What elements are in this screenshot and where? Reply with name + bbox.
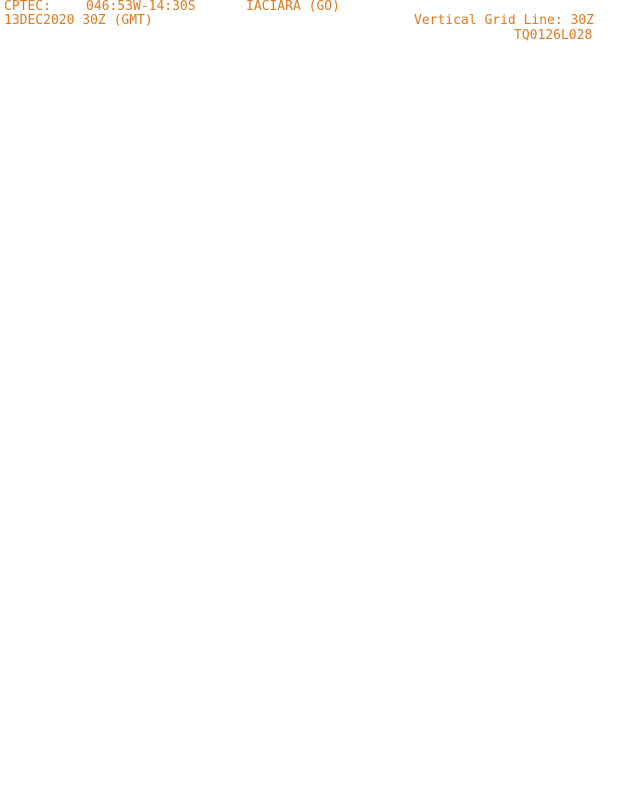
date-label: 13DEC2020 30Z (GMT): [4, 13, 153, 28]
location-label: IACIARA (GO): [246, 0, 340, 14]
model-label: TQ0126L028: [514, 28, 593, 43]
grid-note-label: Vertical Grid Line: 30Z: [414, 13, 595, 28]
coords-label: 046:53W-14:30S: [86, 0, 196, 14]
source-label: CPTEC:: [4, 0, 51, 14]
